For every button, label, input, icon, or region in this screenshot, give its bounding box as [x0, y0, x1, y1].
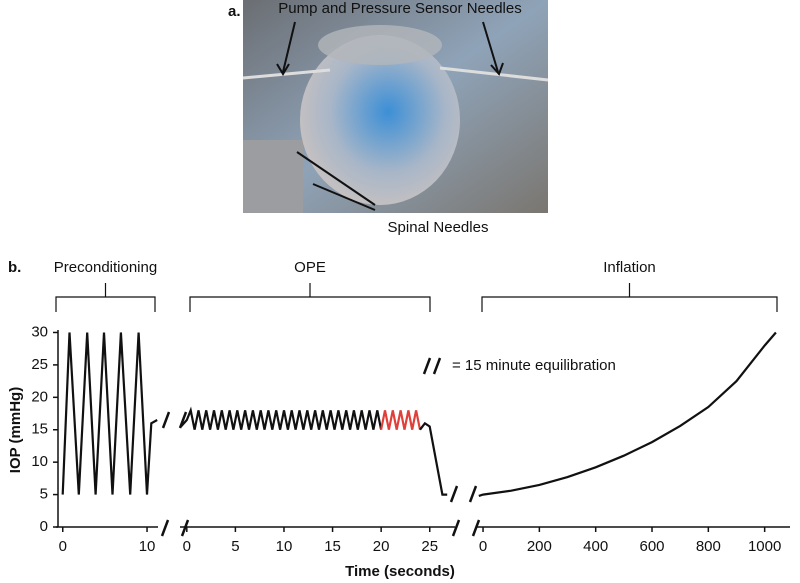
arrows [276, 21, 504, 211]
break-marks [160, 357, 481, 537]
y-tick-label: 20 [31, 388, 48, 405]
line-series [419, 421, 448, 496]
section-label: OPE [294, 259, 326, 276]
bracket [189, 283, 431, 312]
bracket [55, 283, 156, 312]
section-label: Inflation [603, 259, 656, 276]
x-tick-label: 5 [231, 538, 239, 555]
x-tick-label: 0 [479, 538, 487, 555]
line-series [380, 410, 422, 430]
y-axis-label: IOP (mmHg) [7, 387, 24, 473]
section-label: Preconditioning [54, 259, 157, 276]
y-tick-label: 25 [31, 356, 48, 373]
photo [242, 0, 549, 213]
x-tick-label: 10 [139, 538, 156, 555]
annotation: = 15 minute equilibration [452, 357, 616, 374]
y-tick-label: 10 [31, 453, 48, 470]
y-tick-label: 15 [31, 421, 48, 438]
line-series [61, 332, 158, 495]
panel-label: b. [8, 259, 21, 276]
y-tick-label: 5 [40, 486, 48, 503]
x-tick-label: 400 [583, 538, 608, 555]
x-tick-label: 1000 [748, 538, 781, 555]
y-tick-label: 0 [40, 518, 48, 535]
line-series [180, 406, 383, 430]
x-tick-label: 0 [59, 538, 67, 555]
x-axis-label: Time (seconds) [345, 563, 455, 580]
x-tick-label: 600 [639, 538, 664, 555]
x-tick-label: 15 [324, 538, 341, 555]
x-tick-label: 800 [696, 538, 721, 555]
panel-label: a. [228, 3, 241, 20]
y-tick-label: 30 [31, 323, 48, 340]
photo-label: Pump and Pressure Sensor Needles [278, 0, 521, 17]
bracket [481, 283, 778, 312]
x-tick-label: 25 [421, 538, 438, 555]
line-series [478, 331, 777, 497]
x-tick-label: 20 [373, 538, 390, 555]
x-tick-label: 10 [276, 538, 293, 555]
x-tick-label: 0 [183, 538, 191, 555]
photo-label: Spinal Needles [388, 219, 489, 236]
x-tick-label: 200 [527, 538, 552, 555]
